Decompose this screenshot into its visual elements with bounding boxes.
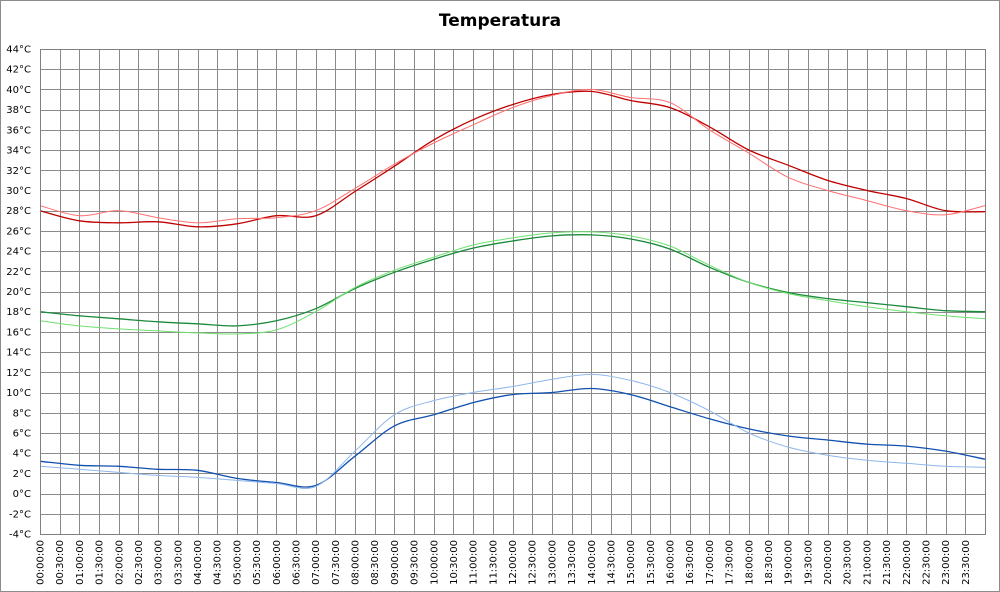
- y-tick-label: 44°C: [6, 45, 31, 56]
- y-tick-label: 16°C: [6, 327, 31, 338]
- x-tick-label: 15:30:00: [646, 540, 657, 585]
- y-tick-label: 10°C: [6, 388, 31, 399]
- y-tick-label: 20°C: [6, 287, 31, 298]
- x-tick-label: 07:00:00: [311, 540, 322, 585]
- y-tick-label: 14°C: [6, 348, 31, 359]
- x-tick-label: 03:00:00: [154, 540, 165, 585]
- x-tick-label: 11:30:00: [488, 540, 499, 585]
- y-tick-label: 22°C: [6, 267, 31, 278]
- x-tick-label: 10:30:00: [449, 540, 460, 585]
- y-tick-label: 18°C: [6, 307, 31, 318]
- x-tick-label: 04:30:00: [213, 540, 224, 585]
- y-tick-label: 28°C: [6, 206, 31, 217]
- y-tick-label: 42°C: [6, 65, 31, 76]
- plot-area-border: [40, 49, 986, 535]
- x-tick-label: 05:30:00: [252, 540, 263, 585]
- x-tick-label: 03:30:00: [173, 540, 184, 585]
- x-tick-label: 12:30:00: [528, 540, 539, 585]
- x-tick-label: 23:00:00: [941, 540, 952, 585]
- x-tick-label: 08:00:00: [351, 540, 362, 585]
- x-tick-label: 02:30:00: [134, 540, 145, 585]
- x-tick-label: 13:00:00: [547, 540, 558, 585]
- y-tick-label: 36°C: [6, 125, 31, 136]
- x-tick-label: 21:00:00: [862, 540, 873, 585]
- x-tick-label: 18:00:00: [744, 540, 755, 585]
- x-tick-label: 19:30:00: [803, 540, 814, 585]
- x-tick-label: 04:00:00: [193, 540, 204, 585]
- y-tick-label: 12°C: [6, 368, 31, 379]
- x-tick-label: 14:30:00: [606, 540, 617, 585]
- x-tick-label: 21:30:00: [882, 540, 893, 585]
- x-tick-label: 16:00:00: [666, 540, 677, 585]
- x-tick-label: 01:00:00: [75, 540, 86, 585]
- x-tick-label: 00:00:00: [36, 540, 47, 585]
- x-tick-label: 12:00:00: [508, 540, 519, 585]
- y-tick-label: -4°C: [9, 530, 31, 541]
- x-tick-label: 13:30:00: [567, 540, 578, 585]
- series-line-3: [39, 234, 986, 327]
- x-tick-label: 01:30:00: [95, 540, 106, 585]
- y-tick-label: 30°C: [6, 186, 31, 197]
- y-tick-label: 2°C: [13, 469, 31, 480]
- x-tick-label: 22:00:00: [902, 540, 913, 585]
- x-tick-label: 09:30:00: [410, 540, 421, 585]
- y-axis-tick-labels: -4°C -2°C 0°C 2°C 4°C 6°C 8°C 10°C 12°C 14°C 16°C 1…: [6, 45, 31, 541]
- x-tick-label: 17:00:00: [705, 540, 716, 585]
- x-tick-label: 06:00:00: [272, 540, 283, 585]
- x-tick-label: 23:30:00: [961, 540, 972, 585]
- x-tick-label: 16:30:00: [685, 540, 696, 585]
- x-tick-label: 18:30:00: [764, 540, 775, 585]
- x-tick-label: 09:00:00: [390, 540, 401, 585]
- chart-title: Temperatura: [438, 11, 562, 31]
- x-tick-label: 11:00:00: [469, 540, 480, 585]
- y-tick-label: 0°C: [13, 489, 31, 500]
- y-tick-label: 32°C: [6, 166, 31, 177]
- x-tick-label: 20:00:00: [823, 540, 834, 585]
- y-tick-label: 8°C: [13, 408, 31, 419]
- grid-lines: [40, 49, 986, 535]
- y-tick-label: -2°C: [9, 509, 31, 520]
- series-line-4: [39, 231, 986, 335]
- y-tick-label: 40°C: [6, 85, 31, 96]
- series-line-1: [39, 90, 986, 228]
- y-tick-label: 38°C: [6, 105, 31, 116]
- x-axis-tick-labels: 00:00:00 00:30:00 01:00:00 01:30:00 02:00:00…: [36, 540, 972, 585]
- x-tick-label: 10:00:00: [429, 540, 440, 585]
- x-tick-label: 19:00:00: [784, 540, 795, 585]
- series-lines: [39, 88, 986, 489]
- x-tick-label: 17:30:00: [725, 540, 736, 585]
- x-tick-label: 02:00:00: [114, 540, 125, 585]
- x-tick-label: 15:00:00: [626, 540, 637, 585]
- x-tick-label: 14:00:00: [587, 540, 598, 585]
- x-tick-label: 20:30:00: [843, 540, 854, 585]
- series-line-2: [39, 88, 986, 224]
- x-tick-label: 22:30:00: [921, 540, 932, 585]
- y-tick-label: 26°C: [6, 226, 31, 237]
- x-tick-label: 06:30:00: [291, 540, 302, 585]
- x-tick-label: 07:30:00: [331, 540, 342, 585]
- y-tick-label: 34°C: [6, 146, 31, 157]
- y-tick-label: 24°C: [6, 247, 31, 258]
- x-tick-label: 08:30:00: [370, 540, 381, 585]
- x-tick-label: 00:30:00: [55, 540, 66, 585]
- y-tick-label: 4°C: [13, 449, 31, 460]
- y-tick-label: 6°C: [13, 428, 31, 439]
- x-tick-label: 05:00:00: [232, 540, 243, 585]
- series-line-5: [39, 387, 986, 488]
- series-line-6: [39, 373, 986, 489]
